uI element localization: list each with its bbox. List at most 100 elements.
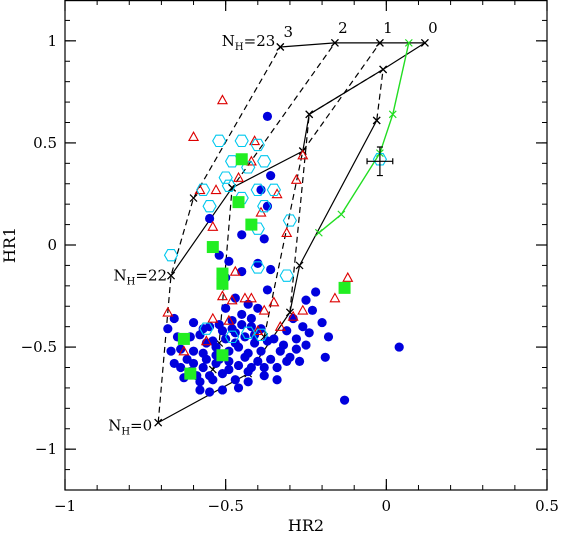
circle-point	[311, 287, 321, 297]
circle-point	[195, 385, 205, 395]
hexagon-point	[250, 261, 265, 274]
grid-node-marker	[372, 116, 381, 125]
circle-point	[166, 346, 176, 356]
triangle-point	[216, 290, 228, 301]
grid-node-marker	[228, 183, 237, 192]
triangle-point	[252, 325, 264, 335]
triangle-point	[207, 220, 219, 231]
hexagon-point	[250, 138, 265, 152]
triangle-point	[245, 292, 257, 303]
circle-point	[217, 326, 228, 336]
dashed-track	[263, 42, 381, 338]
grid-node-marker	[154, 418, 163, 427]
circle-point	[275, 346, 285, 356]
triangle-point	[274, 320, 286, 331]
dashed-track	[289, 68, 384, 313]
grid-node-marker	[420, 38, 429, 47]
circle-point	[205, 371, 215, 381]
circle-point	[298, 322, 308, 332]
hexagon-point	[241, 161, 256, 174]
gamma-label: 2	[338, 19, 348, 37]
solid-track	[170, 42, 426, 276]
circle-point	[176, 362, 186, 373]
hexagon-point	[196, 183, 211, 197]
grid-node-marker	[167, 271, 175, 280]
y-axis-label: HR1	[0, 227, 19, 263]
hexagon-point	[221, 179, 237, 192]
circle-point	[259, 371, 269, 381]
hexagon-point	[253, 328, 269, 342]
triangle-point	[271, 188, 283, 199]
circle-point	[217, 385, 228, 395]
triangle-point	[210, 184, 222, 195]
hexagon-point	[266, 183, 282, 197]
green-track-marker	[388, 110, 397, 119]
x-tick-label: −0.5	[207, 497, 243, 515]
nh-label-value: =0	[130, 417, 152, 435]
circle-point	[224, 364, 234, 375]
circle-point	[262, 111, 273, 121]
triangle-point	[207, 312, 219, 323]
triangle-point	[287, 310, 299, 321]
circle-point	[233, 360, 244, 371]
circle-point	[237, 320, 247, 330]
circle-point	[198, 362, 208, 373]
hexagon-point	[250, 183, 265, 197]
grid-node-marker	[189, 194, 198, 202]
circle-point	[233, 383, 244, 393]
circle-point	[282, 356, 292, 366]
dashed-track	[157, 46, 281, 423]
nh-label-value: =22	[135, 267, 167, 285]
axes: −1 −0.5 0 0.5 −1 −0.5 0 0.5 1	[21, 0, 559, 515]
square-point	[216, 349, 229, 362]
square-point	[184, 367, 197, 380]
circle-point	[301, 340, 311, 350]
nh-label-subscript: H	[121, 427, 130, 438]
triangle-point	[297, 149, 309, 160]
green-track-marker	[314, 228, 323, 237]
circle-point	[291, 334, 301, 344]
triangle-point	[245, 155, 257, 166]
circle-point	[240, 352, 250, 362]
square-point	[177, 332, 190, 345]
circle-point	[272, 375, 282, 385]
hexagon-point	[282, 214, 298, 227]
nh-0-label: NH=0	[108, 417, 152, 438]
circle-point	[230, 375, 240, 385]
circle-point	[249, 338, 260, 348]
triangle-point	[329, 292, 341, 303]
circle-point	[176, 344, 186, 354]
circle-point	[246, 362, 256, 373]
square-point	[216, 267, 229, 280]
y-tick-label: 0	[47, 236, 57, 254]
triangle-point	[187, 131, 200, 142]
error-bar	[366, 146, 394, 177]
square-point	[206, 241, 219, 254]
triangle-point	[229, 265, 241, 276]
hexagon-point	[224, 155, 240, 168]
circle-point	[246, 313, 256, 324]
circle-point	[253, 303, 263, 313]
x-axis-label: HR2	[288, 516, 324, 535]
grid-node-marker	[295, 261, 304, 270]
circle-point	[224, 256, 234, 266]
grid-node-marker	[379, 65, 388, 74]
triangle-point	[232, 171, 245, 182]
hexagon-point	[218, 171, 233, 184]
circle-point	[188, 358, 199, 369]
circle-point	[262, 285, 273, 295]
square-point	[232, 196, 245, 209]
circle-point	[253, 356, 263, 366]
circle-point	[294, 356, 305, 366]
triangle-point	[342, 271, 354, 282]
square-point	[338, 281, 351, 294]
circle-point	[253, 258, 263, 268]
y-tick-label: 1	[47, 32, 57, 50]
circle-point	[188, 317, 199, 328]
model-grid-tracks	[154, 38, 429, 427]
circle-point	[266, 264, 276, 275]
grid-node-marker	[305, 110, 314, 119]
hexagon-point	[241, 326, 256, 339]
circle-point	[301, 295, 311, 305]
